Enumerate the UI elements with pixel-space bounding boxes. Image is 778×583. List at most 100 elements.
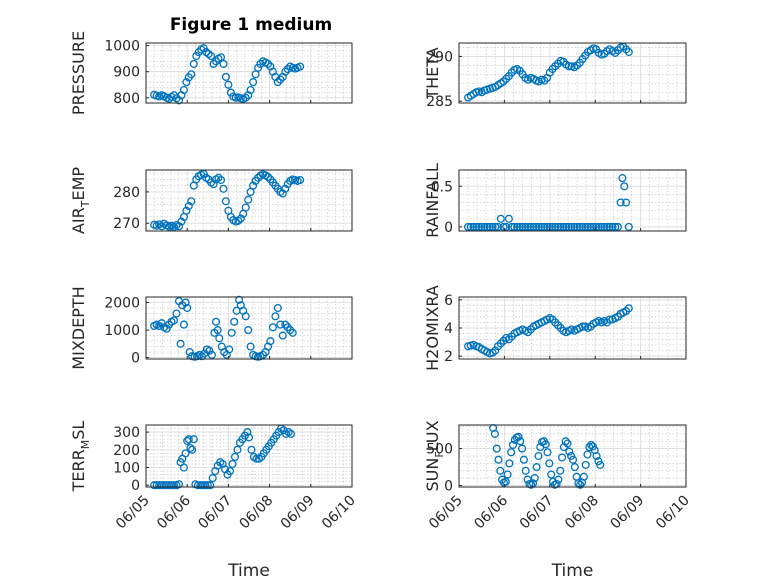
data-point	[247, 445, 256, 454]
data-point	[578, 222, 587, 231]
data-point	[176, 339, 185, 348]
data-point	[519, 455, 528, 464]
subplot-sun: 0 500 06/05 06/06 06/07 06/08 06/09 06/10 Time SU…	[423, 420, 693, 581]
data-point	[523, 222, 533, 231]
y-axis-label: PRESSURE	[69, 31, 88, 115]
data-series	[150, 295, 297, 361]
data-point	[296, 62, 305, 71]
x-tick-label: 06/10	[319, 493, 359, 533]
data-point	[622, 198, 631, 207]
y-axis-label: H2OMIXRA	[423, 285, 442, 371]
data-point	[492, 444, 501, 453]
data-point	[561, 437, 570, 446]
data-point	[540, 222, 549, 231]
subplot-pressure: 800 900 1000 PRESSURE	[69, 31, 353, 115]
data-point	[207, 350, 216, 359]
data-point	[233, 445, 242, 454]
data-point	[464, 222, 473, 231]
data-point	[586, 222, 595, 231]
data-point	[568, 455, 578, 464]
data-point	[189, 435, 198, 444]
y-tick-label: 2000	[104, 296, 140, 312]
x-tick-label: 06/06	[154, 492, 194, 532]
data-point	[579, 472, 588, 481]
figure-title: Figure 1 medium	[170, 15, 332, 35]
y-axis-label: MIXDEPTH	[69, 286, 88, 369]
data-point	[620, 182, 629, 191]
axes-frame	[145, 42, 353, 104]
data-point	[244, 433, 254, 442]
y-tick-label: 285	[426, 94, 453, 110]
data-point	[172, 309, 181, 318]
data-series	[150, 169, 305, 231]
y-tick-label: 800	[113, 91, 140, 107]
data-point	[589, 222, 598, 231]
data-point	[488, 222, 497, 231]
data-point	[624, 222, 633, 231]
data-point	[271, 312, 280, 321]
data-point	[183, 303, 192, 313]
data-point	[187, 197, 196, 206]
data-point	[219, 184, 228, 193]
data-series	[489, 423, 605, 489]
data-point	[273, 303, 282, 313]
data-point	[558, 453, 567, 462]
data-point	[483, 222, 492, 231]
data-series	[464, 42, 633, 102]
data-point	[527, 480, 536, 489]
data-series	[150, 44, 305, 105]
y-tick-label: 900	[113, 65, 140, 81]
data-point	[256, 59, 265, 68]
y-axis-label: AIRTEMP	[69, 167, 92, 234]
data-point	[624, 304, 633, 313]
y-axis-label: RAINFALL	[423, 163, 442, 238]
data-point	[592, 451, 601, 461]
data-point	[474, 222, 484, 231]
data-point	[188, 445, 197, 454]
y-tick-label: 4	[444, 321, 453, 337]
data-point	[186, 443, 195, 453]
data-point	[490, 429, 499, 438]
data-point	[236, 214, 245, 223]
data-point	[204, 49, 213, 59]
x-tick-label: 06/06	[471, 492, 511, 532]
y-axis-label: TERRMSL	[69, 421, 92, 493]
data-point	[221, 197, 230, 206]
x-tick-label: 06/10	[653, 493, 693, 533]
data-point	[179, 463, 188, 472]
y-axis-label: THETA	[423, 47, 442, 99]
data-point	[496, 466, 505, 475]
data-point	[225, 345, 234, 354]
data-point	[208, 474, 217, 483]
data-point	[284, 428, 293, 437]
data-point	[565, 447, 574, 456]
data-point	[230, 452, 240, 461]
subplot-air: 270 280 AIRTEMP	[69, 167, 353, 234]
y-tick-label: 280	[113, 185, 140, 201]
data-point	[480, 222, 489, 231]
y-tick-label: 270	[113, 216, 140, 232]
data-point	[503, 470, 512, 479]
data-point	[485, 222, 494, 231]
data-point	[177, 217, 186, 226]
data-point	[174, 222, 184, 231]
data-point	[597, 222, 606, 231]
data-point	[564, 62, 573, 71]
data-point	[263, 59, 273, 68]
y-tick-label: 0	[131, 351, 140, 367]
data-point	[230, 317, 239, 326]
data-point	[162, 324, 171, 333]
data-point	[150, 481, 159, 490]
data-point	[244, 195, 253, 204]
data-point	[179, 85, 188, 95]
data-point	[545, 459, 554, 468]
data-point	[583, 450, 592, 459]
data-point	[211, 57, 221, 66]
data-point	[543, 222, 552, 231]
data-point	[562, 222, 571, 231]
data-point	[182, 206, 191, 215]
data-point	[547, 470, 556, 479]
y-tick-label: 290	[426, 49, 453, 65]
